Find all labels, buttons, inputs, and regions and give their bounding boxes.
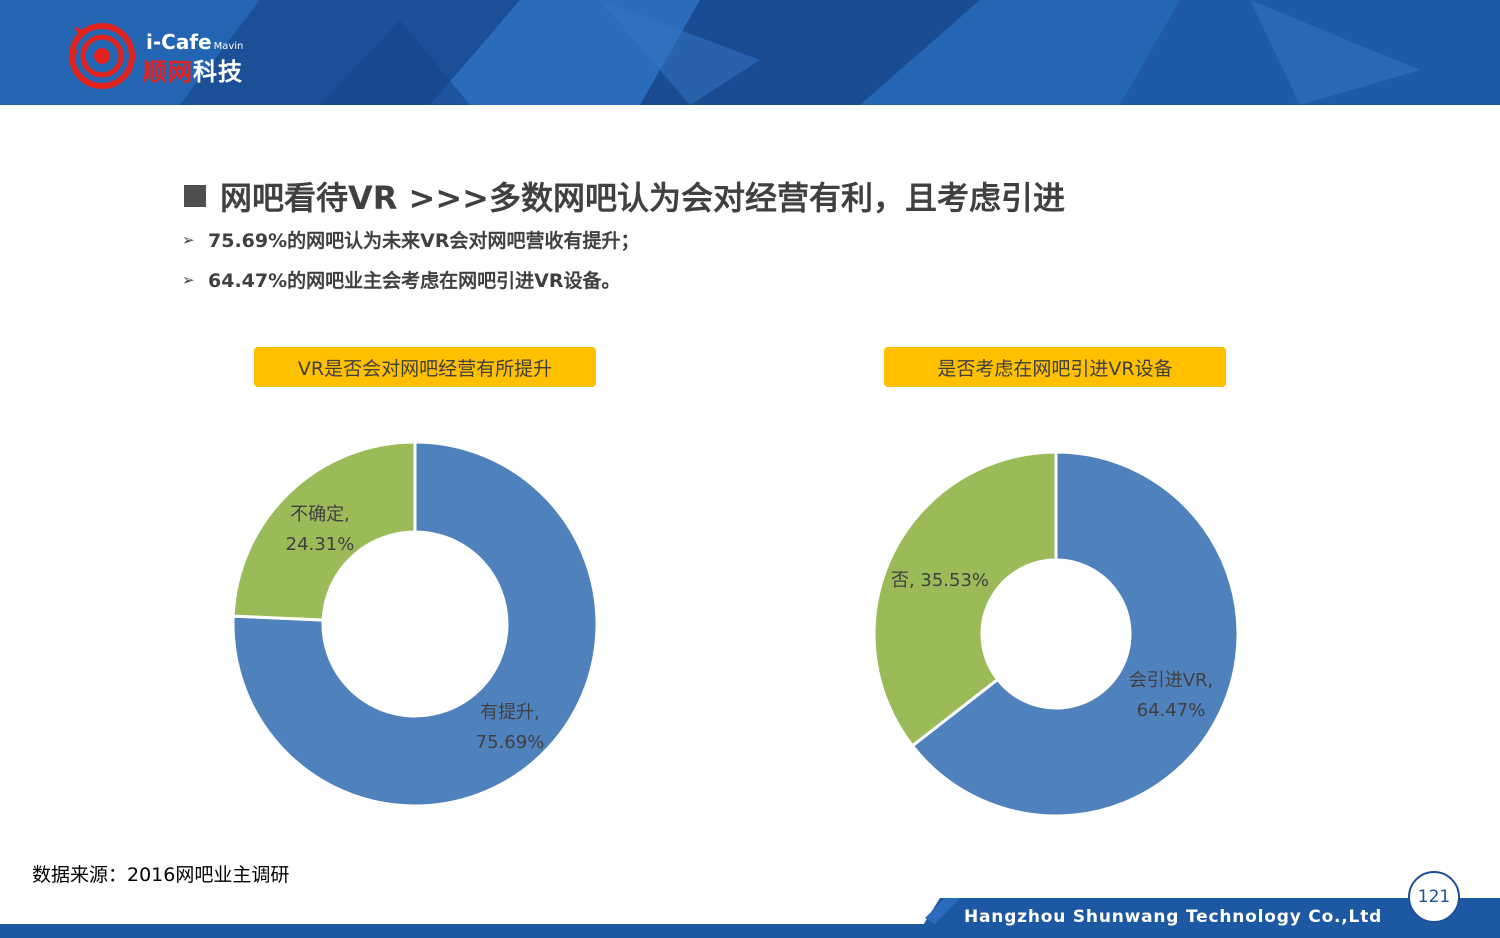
data-label-name: 不确定, <box>290 504 350 525</box>
bullet-1: ➢ 75.69%的网吧认为未来VR会对网吧营收有提升； <box>182 226 639 253</box>
logo-text-bottom: 顺网科技 <box>143 57 243 86</box>
page-title: 网吧看待VR >>>多数网吧认为会对经营有利，且考虑引进 <box>220 179 1065 217</box>
footer-bar <box>0 898 1500 938</box>
arrow-bullet-icon: ➢ <box>182 270 195 289</box>
chart-2-title: 是否考虑在网吧引进VR设备 <box>884 347 1226 387</box>
title-square-icon <box>184 185 206 207</box>
arrow-bullet-icon: ➢ <box>182 230 195 249</box>
bullet-2: ➢ 64.47%的网吧业主会考虑在网吧引进VR设备。 <box>182 266 620 293</box>
bullet-text: 64.47%的网吧业主会考虑在网吧引进VR设备。 <box>208 270 621 292</box>
data-label-name: 会引进VR, <box>1129 670 1214 691</box>
page-title-row: 网吧看待VR >>>多数网吧认为会对经营有利，且考虑引进 <box>184 174 1065 218</box>
donut-slice-1 <box>231 440 599 808</box>
data-label-name: 否, 35.53% <box>891 570 989 591</box>
chart-1-title: VR是否会对网吧经营有所提升 <box>254 347 596 387</box>
data-label-value: 24.31% <box>286 534 355 555</box>
data-label-value: 64.47% <box>1137 700 1206 721</box>
data-source: 数据来源：2016网吧业主调研 <box>32 864 290 886</box>
data-label-name: 有提升, <box>480 702 540 723</box>
donut-slice-2 <box>231 440 417 622</box>
header-banner: i-Cafe Mavin 顺网科技 <box>0 0 1500 105</box>
logo-text-top: i-Cafe Mavin <box>146 30 244 54</box>
donut-slice-1 <box>910 450 1240 818</box>
bullet-text: 75.69%的网吧认为未来VR会对网吧营收有提升； <box>208 230 640 252</box>
donut-slice-2 <box>872 450 1058 748</box>
chart-1-donut: 有提升, 75.69% 不确定, 24.31% <box>231 440 599 808</box>
chart-2-donut: 会引进VR, 64.47% 否, 35.53% <box>872 450 1240 818</box>
data-label-value: 75.69% <box>476 732 545 753</box>
logo-target-icon <box>68 23 135 89</box>
page-number: 121 <box>1408 871 1460 923</box>
header-background <box>0 0 1500 105</box>
company-name: Hangzhou Shunwang Technology Co.,Ltd <box>964 907 1383 927</box>
